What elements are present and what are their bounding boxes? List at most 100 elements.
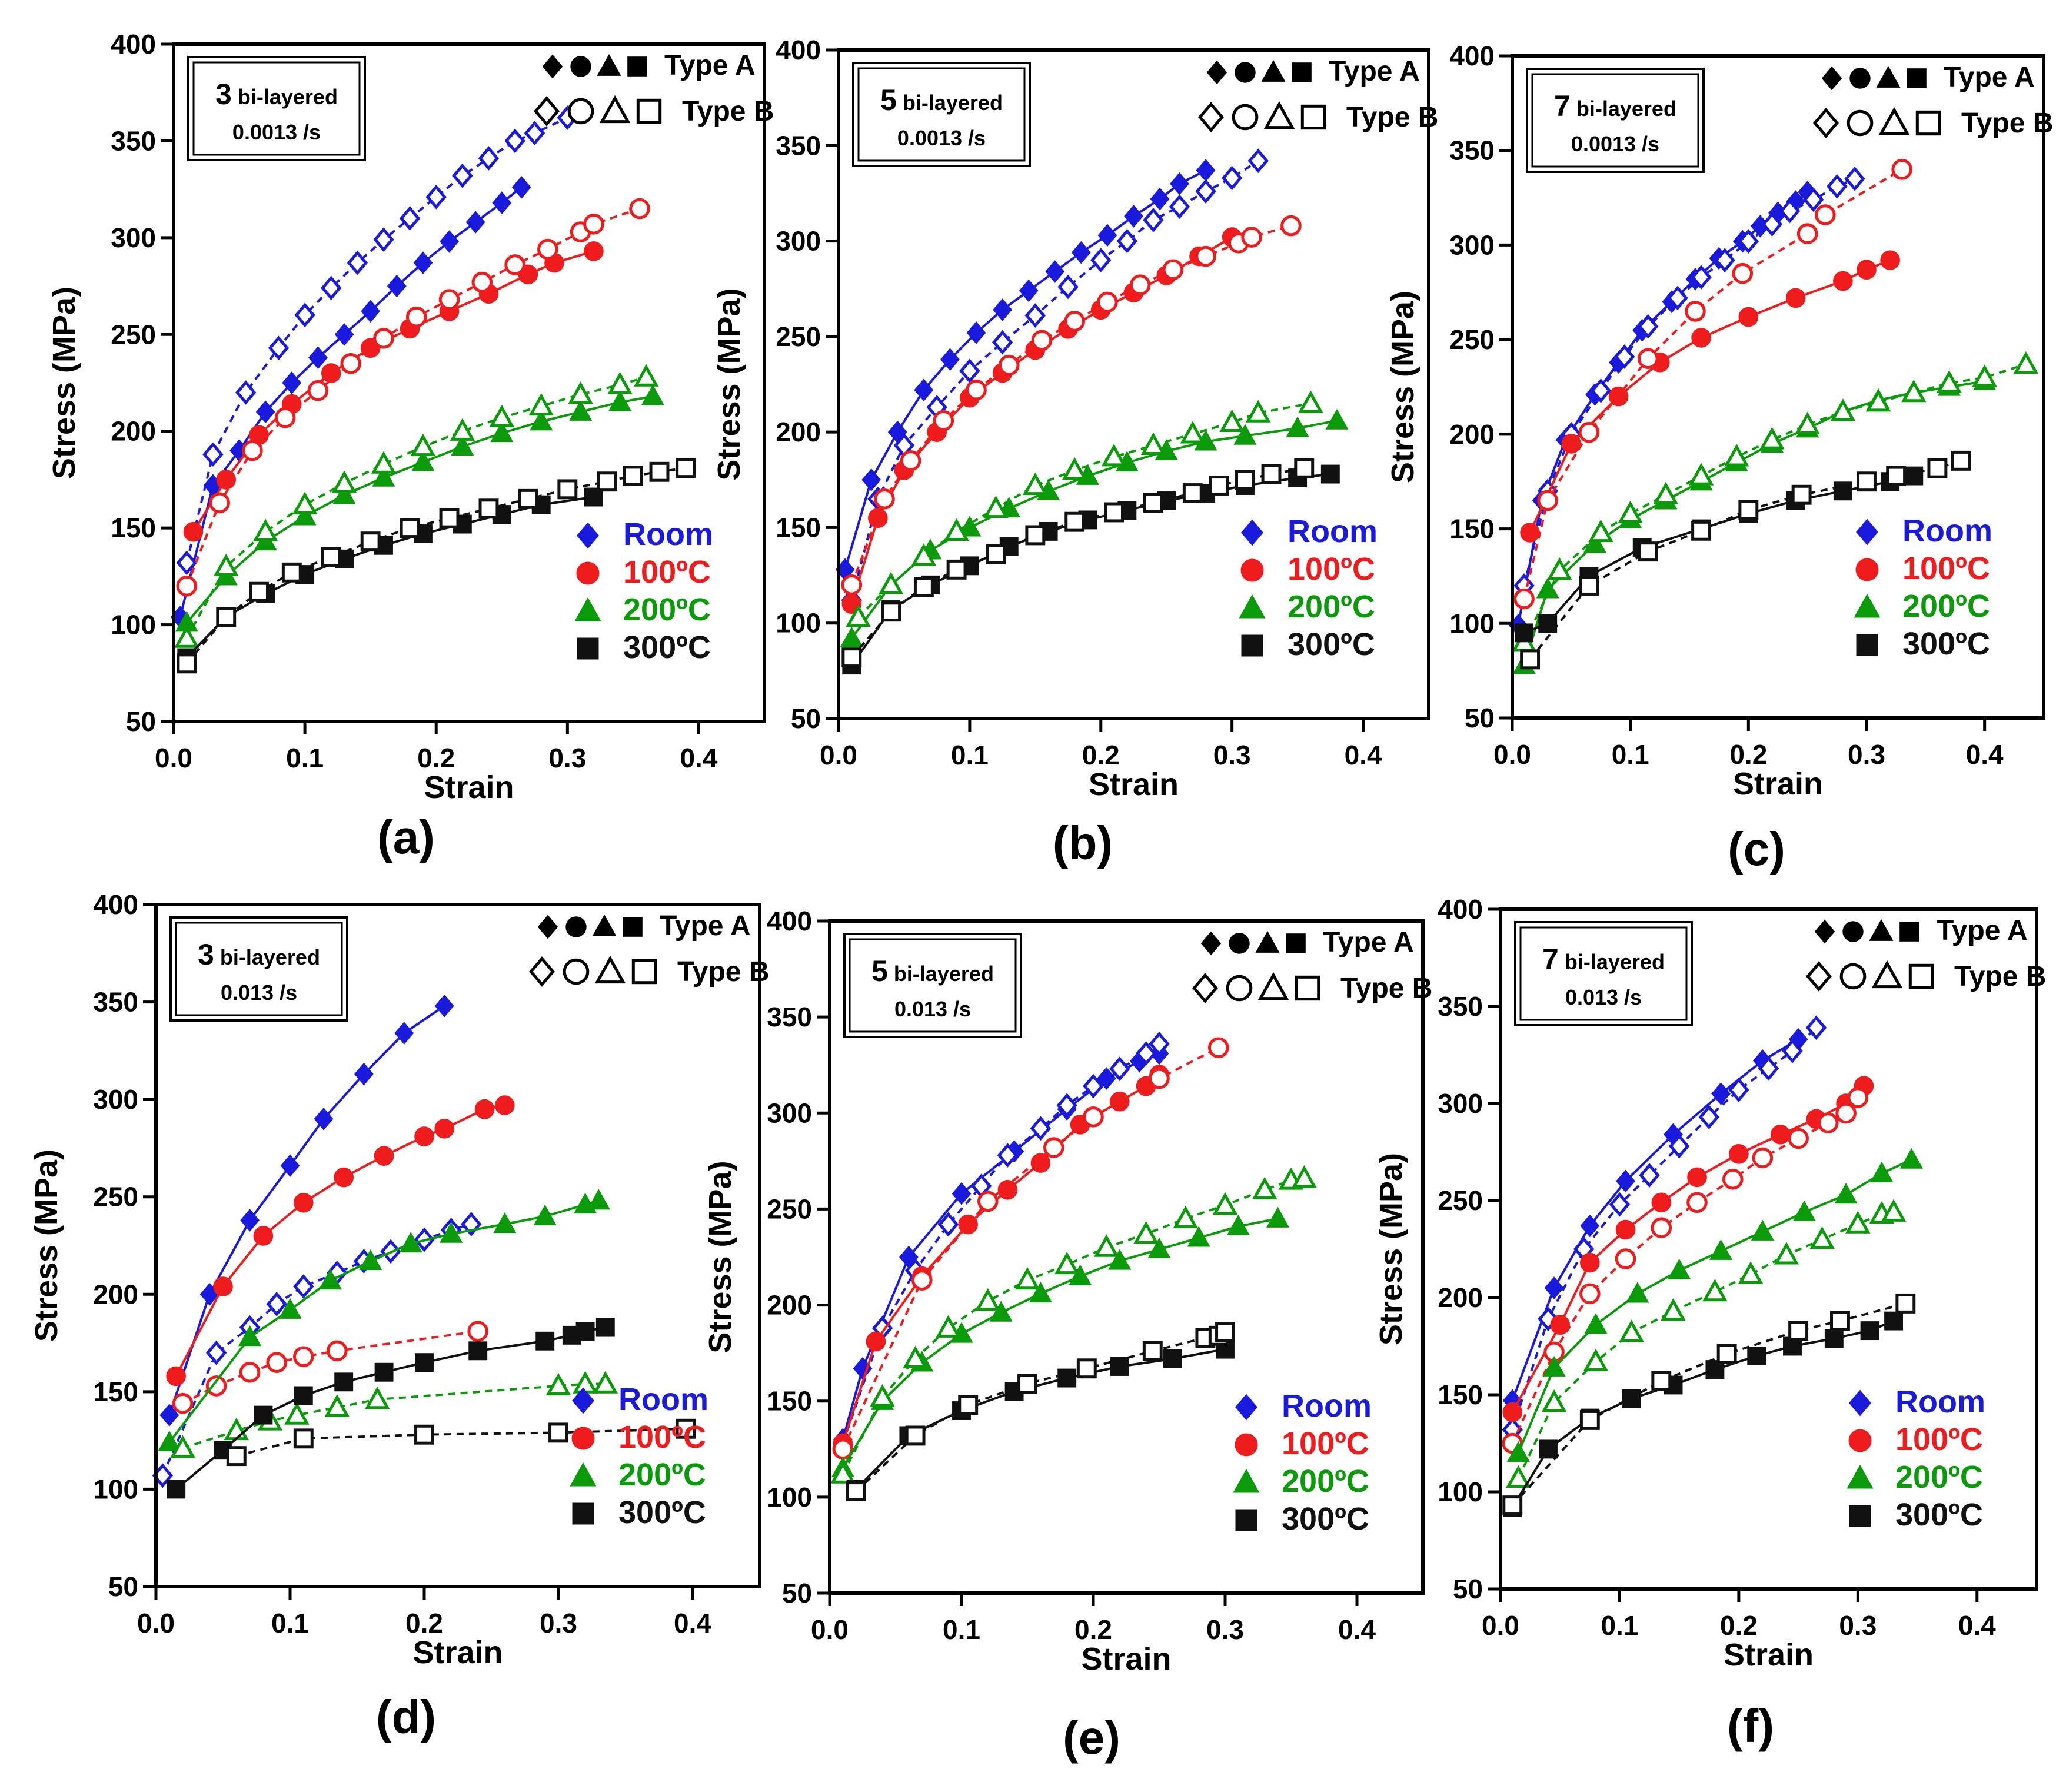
type-b-label: Type B bbox=[677, 956, 769, 988]
data-point bbox=[373, 328, 394, 349]
series-line-1 bbox=[161, 1223, 472, 1477]
data-point bbox=[166, 1366, 187, 1387]
data-point bbox=[1221, 165, 1243, 191]
data-point bbox=[575, 1322, 595, 1341]
type-b-square-icon bbox=[1908, 963, 1934, 989]
data-point bbox=[158, 1430, 181, 1452]
data-point bbox=[1580, 1252, 1600, 1273]
x-tick-label: 0.2 bbox=[405, 1608, 443, 1638]
data-point bbox=[958, 1395, 979, 1415]
y-axis-label: Stress (MPa) bbox=[29, 1149, 64, 1342]
data-point bbox=[868, 508, 888, 528]
panel-label: (e) bbox=[1063, 1711, 1120, 1764]
y-tick-label: 400 bbox=[111, 29, 156, 59]
data-point bbox=[410, 433, 436, 457]
data-point bbox=[676, 458, 696, 478]
x-tick-label: 0.2 bbox=[1082, 740, 1120, 770]
y-axis-label: Stress (MPa) bbox=[703, 1161, 738, 1353]
data-point bbox=[1286, 416, 1309, 437]
data-point bbox=[1208, 1037, 1229, 1059]
data-point bbox=[1685, 301, 1706, 322]
type-b-square-icon bbox=[1915, 110, 1941, 136]
type-b-label: Type B bbox=[1346, 102, 1438, 133]
data-point bbox=[1109, 1056, 1130, 1082]
legend-triangle-icon bbox=[1239, 594, 1266, 619]
data-point bbox=[1280, 215, 1302, 237]
data-point bbox=[966, 321, 986, 344]
data-point bbox=[1937, 370, 1962, 393]
x-tick-label: 0.2 bbox=[1074, 1614, 1112, 1645]
data-point bbox=[1097, 224, 1117, 247]
data-point bbox=[176, 550, 198, 576]
data-point bbox=[1108, 1249, 1132, 1270]
legend-triangle-icon bbox=[570, 1462, 597, 1487]
data-point bbox=[983, 495, 1009, 518]
y-tick-label: 50 bbox=[782, 1578, 812, 1608]
type-a-triangle-icon bbox=[1869, 919, 1894, 941]
data-point bbox=[1686, 1192, 1708, 1213]
data-point bbox=[1215, 1322, 1235, 1342]
data-point bbox=[1732, 262, 1754, 284]
data-point bbox=[1298, 390, 1323, 413]
y-axis-label: Stress (MPa) bbox=[1373, 1153, 1409, 1345]
y-tick-label: 400 bbox=[1438, 894, 1483, 925]
data-point bbox=[1129, 274, 1151, 296]
data-point bbox=[936, 1315, 961, 1338]
panel-label: (c) bbox=[1728, 823, 1785, 875]
data-point bbox=[557, 479, 578, 500]
type-b-label: Type B bbox=[1340, 973, 1432, 1004]
data-point bbox=[177, 653, 197, 674]
data-point bbox=[1761, 212, 1783, 237]
data-point bbox=[414, 1424, 434, 1445]
series-line-0 bbox=[1511, 1038, 1799, 1401]
y-tick-label: 300 bbox=[776, 226, 821, 257]
data-point bbox=[1133, 1221, 1159, 1244]
data-point bbox=[1147, 1237, 1171, 1259]
data-point bbox=[1561, 434, 1582, 454]
data-point bbox=[170, 1435, 195, 1458]
data-point bbox=[1716, 1344, 1737, 1364]
data-point bbox=[1881, 1199, 1907, 1222]
x-tick-label: 0.1 bbox=[943, 1614, 980, 1645]
data-point bbox=[997, 1180, 1018, 1200]
y-tick-label: 250 bbox=[1438, 1185, 1483, 1216]
data-point bbox=[1668, 1258, 1691, 1279]
data-point bbox=[623, 466, 643, 486]
data-point bbox=[597, 471, 617, 492]
data-point bbox=[1150, 187, 1170, 211]
data-point bbox=[1824, 1329, 1844, 1348]
y-tick-label: 100 bbox=[93, 1474, 138, 1504]
data-point bbox=[1830, 398, 1856, 421]
data-point bbox=[1714, 248, 1735, 273]
data-point bbox=[1140, 432, 1166, 455]
data-point bbox=[959, 358, 980, 384]
data-point bbox=[1235, 470, 1255, 490]
bilayer-count: 7 bbox=[1542, 943, 1559, 976]
data-point bbox=[1880, 250, 1900, 270]
data-point bbox=[1857, 260, 1877, 280]
data-point bbox=[176, 576, 198, 597]
y-tick-label: 150 bbox=[1449, 514, 1495, 544]
type-b-square-icon bbox=[1300, 104, 1326, 130]
plot-frame bbox=[154, 903, 761, 1588]
data-point bbox=[321, 275, 342, 301]
data-point bbox=[1064, 311, 1085, 332]
info-box-outer bbox=[169, 916, 348, 1022]
type-a-circle-icon bbox=[1235, 62, 1256, 83]
data-point bbox=[1845, 1211, 1871, 1234]
x-tick-label: 0.3 bbox=[1848, 739, 1885, 770]
data-point bbox=[1901, 379, 1927, 403]
type-b-triangle-icon bbox=[1257, 972, 1289, 1000]
data-point bbox=[1076, 1358, 1097, 1379]
data-point bbox=[1143, 493, 1163, 513]
data-point bbox=[361, 300, 381, 323]
data-point bbox=[993, 298, 1013, 321]
data-point bbox=[900, 450, 921, 471]
data-point bbox=[1788, 1321, 1809, 1341]
data-point bbox=[1226, 1214, 1250, 1235]
data-point bbox=[360, 531, 381, 552]
series-line-2 bbox=[175, 1104, 505, 1377]
data-point bbox=[1094, 1234, 1119, 1257]
data-point bbox=[1266, 1206, 1290, 1228]
